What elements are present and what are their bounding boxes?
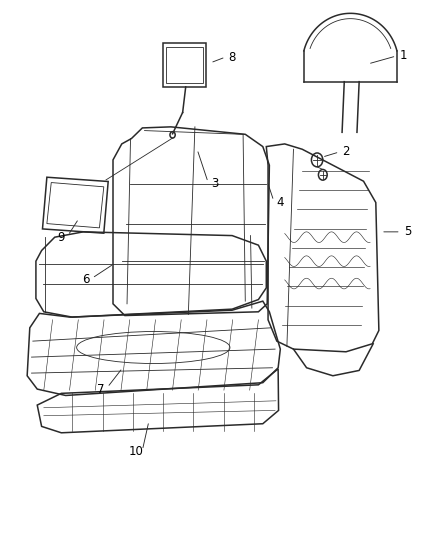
Text: 2: 2	[342, 146, 350, 158]
Text: 1: 1	[399, 50, 407, 62]
Text: 9: 9	[57, 231, 65, 244]
Text: 8: 8	[229, 51, 236, 63]
Text: 3: 3	[211, 177, 218, 190]
Bar	[163, 43, 206, 87]
Bar	[166, 47, 203, 83]
Text: 6: 6	[81, 273, 89, 286]
Text: 5: 5	[404, 225, 411, 238]
Text: 10: 10	[128, 446, 143, 458]
Text: 7: 7	[97, 383, 105, 395]
Text: 4: 4	[276, 196, 284, 209]
